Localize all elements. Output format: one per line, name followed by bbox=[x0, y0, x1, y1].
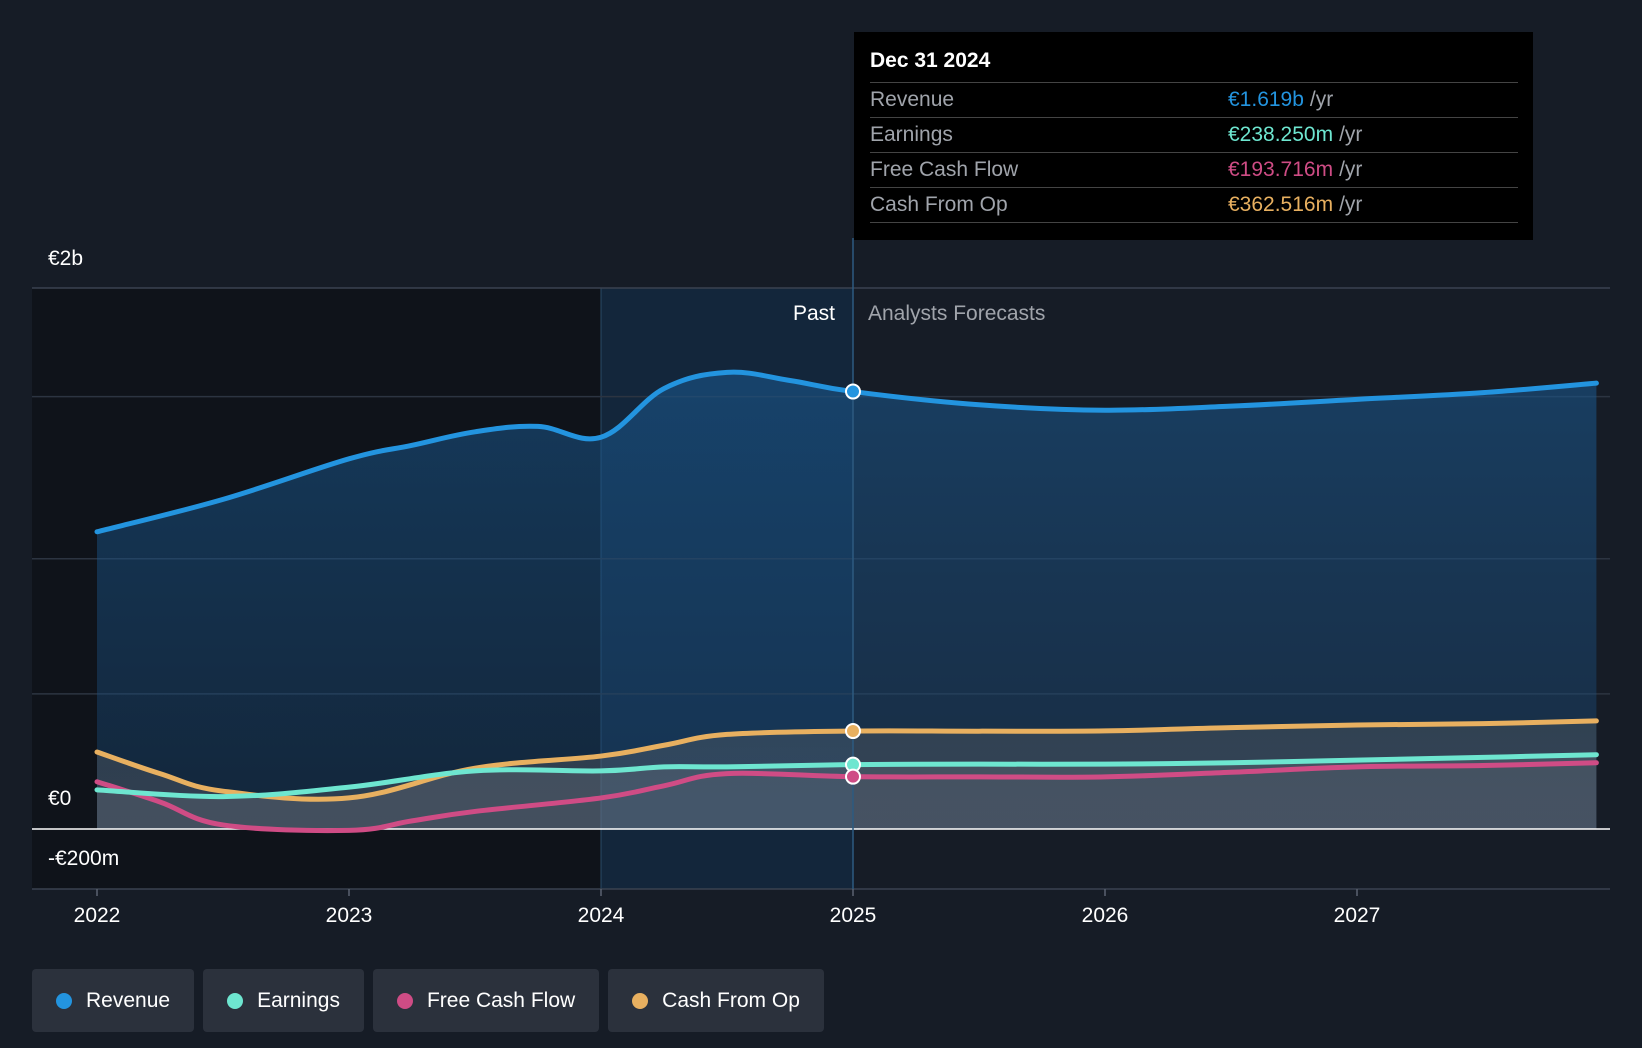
tooltip-value: €193.716m bbox=[1228, 158, 1334, 181]
tooltip-value: €238.250m bbox=[1228, 123, 1334, 146]
marker-revenue bbox=[845, 383, 861, 400]
series-line-earnings bbox=[94, 752, 1599, 800]
x-tick-label: 2026 bbox=[1082, 904, 1129, 927]
forecast-label: Analysts Forecasts bbox=[868, 302, 1045, 325]
legend-dot-icon bbox=[632, 992, 649, 1009]
tooltip-label: Revenue bbox=[870, 88, 955, 111]
legend-dot-icon bbox=[56, 992, 72, 1009]
x-tick-label: 2023 bbox=[326, 904, 373, 927]
legend: Revenue Earnings Free Cash Flow Cash Fro… bbox=[32, 969, 824, 1032]
tooltip-unit: /yr bbox=[1339, 123, 1363, 146]
legend-dot-icon bbox=[227, 992, 244, 1009]
tooltip-date: Dec 31 2024 bbox=[870, 46, 1518, 83]
legend-item-earnings[interactable]: Earnings bbox=[203, 969, 364, 1032]
legend-item-revenue[interactable]: Revenue bbox=[32, 969, 195, 1032]
tooltip-row-revenue: Revenue €1.619b /yr bbox=[870, 83, 1518, 118]
tooltip-row-free-cash-flow: Free Cash Flow €193.716m /yr bbox=[870, 153, 1518, 188]
tooltip-row-cash-from-op: Cash From Op €362.516m /yr bbox=[870, 188, 1518, 223]
tooltip-unit: /yr bbox=[1339, 158, 1363, 181]
tooltip: Dec 31 2024 Revenue €1.619b /yr Earnings… bbox=[854, 32, 1533, 240]
tooltip-label: Earnings bbox=[870, 123, 953, 146]
series-line-cash-from-op bbox=[94, 718, 1599, 802]
series-line-free-cash-flow bbox=[94, 760, 1599, 834]
marker-cash-from-op bbox=[845, 723, 861, 740]
legend-label: Revenue bbox=[86, 988, 171, 1012]
legend-label: Free Cash Flow bbox=[426, 988, 576, 1012]
tooltip-value: €1.619b bbox=[1228, 88, 1304, 111]
legend-item-cash-from-op[interactable]: Cash From Op bbox=[608, 969, 824, 1032]
y-tick-label: €0 bbox=[48, 787, 71, 810]
tooltip-value: €362.516m bbox=[1228, 193, 1334, 216]
revenue-area bbox=[97, 372, 1597, 829]
x-tick-label: 2024 bbox=[578, 904, 625, 927]
tooltip-label: Cash From Op bbox=[870, 193, 1008, 216]
tooltip-unit: /yr bbox=[1339, 193, 1363, 216]
tooltip-unit: /yr bbox=[1309, 88, 1334, 111]
x-tick-label: 2025 bbox=[830, 904, 877, 927]
y-tick-label: -€200m bbox=[48, 847, 119, 870]
tooltip-label: Free Cash Flow bbox=[870, 158, 1019, 181]
legend-label: Cash From Op bbox=[662, 988, 800, 1012]
series-line-revenue bbox=[94, 369, 1599, 535]
past-label: Past bbox=[793, 302, 835, 325]
x-tick-label: 2027 bbox=[1334, 904, 1381, 927]
tooltip-row-earnings: Earnings €238.250m /yr bbox=[870, 118, 1518, 153]
marker-free-cash-flow bbox=[845, 768, 861, 785]
y-tick-label: €2b bbox=[48, 247, 83, 270]
legend-item-free-cash-flow[interactable]: Free Cash Flow bbox=[372, 969, 600, 1032]
legend-dot-icon bbox=[396, 992, 413, 1009]
legend-label: Earnings bbox=[257, 988, 340, 1012]
x-tick-label: 2022 bbox=[74, 904, 121, 927]
